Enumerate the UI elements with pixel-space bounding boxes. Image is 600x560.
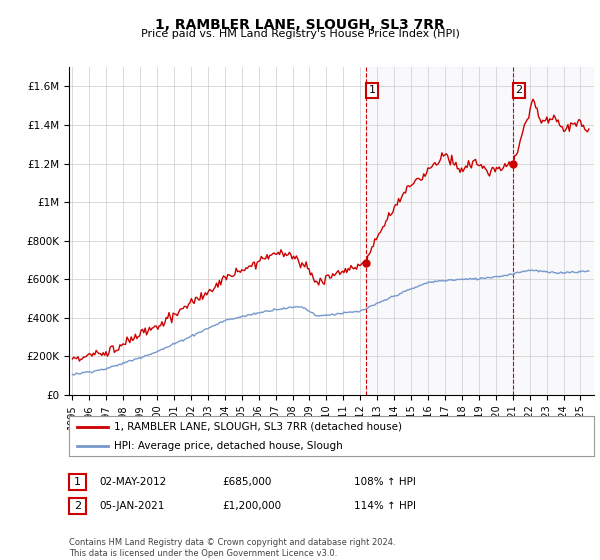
Text: Contains HM Land Registry data © Crown copyright and database right 2024.
This d: Contains HM Land Registry data © Crown c…	[69, 538, 395, 558]
Bar	[366, 67, 594, 395]
Text: 05-JAN-2021: 05-JAN-2021	[99, 501, 164, 511]
Text: 02-MAY-2012: 02-MAY-2012	[99, 477, 166, 487]
Text: 1: 1	[74, 477, 81, 487]
Text: £685,000: £685,000	[222, 477, 271, 487]
Text: 114% ↑ HPI: 114% ↑ HPI	[354, 501, 416, 511]
Text: 2: 2	[74, 501, 81, 511]
Text: 2: 2	[515, 85, 523, 95]
Text: 1, RAMBLER LANE, SLOUGH, SL3 7RR (detached house): 1, RAMBLER LANE, SLOUGH, SL3 7RR (detach…	[113, 422, 401, 432]
Text: 1, RAMBLER LANE, SLOUGH, SL3 7RR: 1, RAMBLER LANE, SLOUGH, SL3 7RR	[155, 18, 445, 32]
Text: HPI: Average price, detached house, Slough: HPI: Average price, detached house, Slou…	[113, 441, 343, 450]
Text: Price paid vs. HM Land Registry's House Price Index (HPI): Price paid vs. HM Land Registry's House …	[140, 29, 460, 39]
Text: 1: 1	[368, 85, 376, 95]
Text: 108% ↑ HPI: 108% ↑ HPI	[354, 477, 416, 487]
Text: £1,200,000: £1,200,000	[222, 501, 281, 511]
